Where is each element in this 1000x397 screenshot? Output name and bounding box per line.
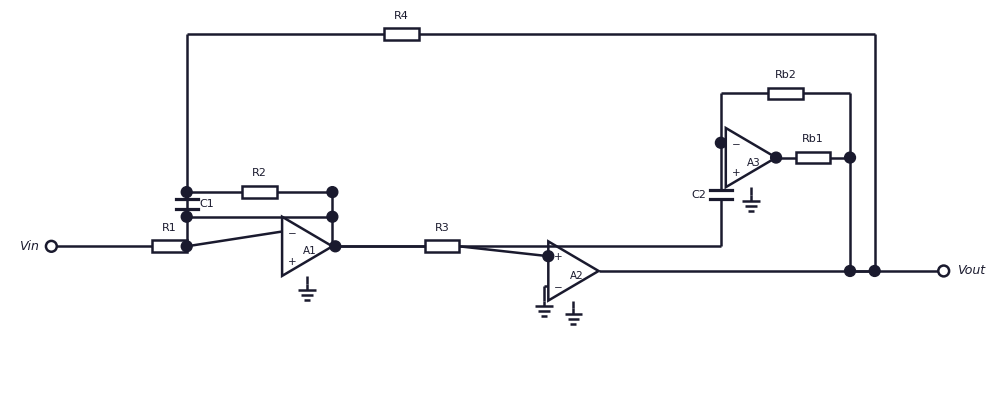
Text: R1: R1 [162, 222, 177, 233]
Circle shape [543, 251, 554, 262]
Text: R3: R3 [434, 222, 449, 233]
Bar [425, 241, 459, 252]
Circle shape [181, 187, 192, 198]
Circle shape [715, 137, 726, 148]
Text: A3: A3 [747, 158, 761, 168]
Text: C1: C1 [200, 199, 214, 209]
Text: Rb1: Rb1 [802, 134, 824, 144]
Text: $-$: $-$ [287, 227, 297, 237]
Text: Vin: Vin [19, 240, 39, 253]
Circle shape [181, 241, 192, 252]
Bar [384, 29, 419, 40]
Circle shape [330, 241, 341, 252]
Text: $+$: $+$ [287, 256, 297, 267]
Text: A2: A2 [570, 271, 583, 281]
Text: $-$: $-$ [553, 281, 563, 291]
Circle shape [845, 152, 855, 163]
Text: $+$: $+$ [553, 251, 563, 262]
Bar [152, 241, 187, 252]
Text: A1: A1 [303, 246, 317, 256]
Circle shape [46, 241, 57, 252]
Circle shape [938, 266, 949, 276]
Text: $+$: $+$ [731, 167, 740, 178]
Circle shape [327, 211, 338, 222]
Circle shape [771, 152, 782, 163]
Text: Vout: Vout [957, 264, 985, 278]
Bar [768, 88, 803, 99]
Text: C2: C2 [691, 189, 706, 200]
Text: $-$: $-$ [731, 138, 740, 148]
Bar [796, 152, 830, 164]
Circle shape [181, 211, 192, 222]
Circle shape [327, 187, 338, 198]
Text: Rb2: Rb2 [775, 70, 796, 80]
Circle shape [869, 266, 880, 276]
Bar [242, 186, 277, 198]
Text: R2: R2 [252, 168, 267, 178]
Circle shape [845, 266, 855, 276]
Text: R4: R4 [394, 11, 409, 21]
